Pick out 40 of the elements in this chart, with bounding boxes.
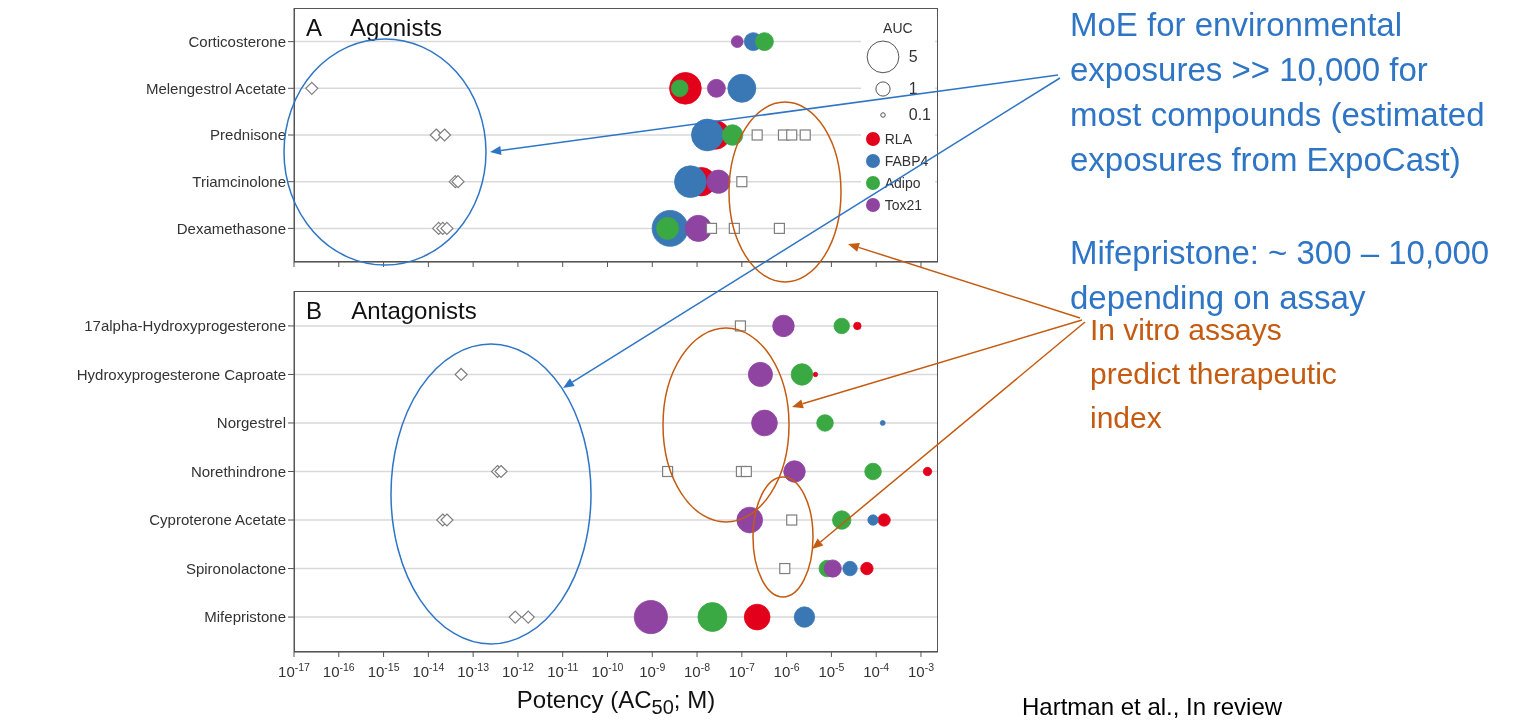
legend-title: AUC — [882, 20, 914, 36]
legend-label: RLA — [884, 130, 912, 147]
text: MoE for environmental exposures >> 10,000 for most compounds (estimated exposures from ExpoCast) — [1070, 5, 1486, 180]
text: Mifepristone: ~ 300 – 10,000 depending on assay — [1070, 233, 1490, 319]
y-tick-label: 17alpha-Hydroxyprogesterone — [84, 317, 286, 335]
y-tick-label: Prednisone — [210, 126, 286, 144]
y-tick-label: Norethindrone — [190, 462, 286, 480]
x-tick-label: 10$^{-6}$ — [773, 661, 800, 680]
legend-label: 1 — [908, 79, 918, 98]
x-tick-label: 10$^{-15}$ — [367, 661, 400, 680]
y-tick-label: Dexamethasone — [176, 219, 286, 237]
x-tick-label: 10$^{-11}$ — [547, 661, 579, 680]
x-tick-label: 10$^{-8}$ — [684, 661, 711, 680]
text: Hartman et al., In review — [1022, 692, 1284, 722]
legend-label: 5 — [908, 47, 918, 66]
y-tick-label: Triamcinolone — [192, 173, 286, 191]
legend-label: 0.1 — [908, 105, 931, 124]
x-tick-label: 10$^{-3}$ — [907, 661, 935, 680]
x-axis-title: Potency (AC$_{50}$; M) — [515, 686, 717, 719]
x-tick-label: 10$^{-10}$ — [591, 661, 624, 680]
y-tick-label: Corticosterone — [188, 32, 286, 50]
legend-label: Tox21 — [884, 196, 923, 213]
chart-title: B Antagonists — [306, 297, 477, 325]
y-tick-label: Spironolactone — [185, 559, 286, 577]
x-tick-label: 10$^{-14}$ — [412, 661, 445, 680]
x-tick-label: 10$^{-4}$ — [863, 661, 890, 680]
x-tick-label: 10$^{-16}$ — [322, 661, 355, 680]
x-tick-label: 10$^{-13}$ — [457, 661, 490, 680]
y-tick-label: Mifepristone — [204, 608, 286, 626]
y-tick-label: Norgestrel — [216, 414, 286, 432]
chart-title: A Agonists — [306, 14, 443, 42]
x-tick-label: 10$^{-9}$ — [639, 661, 666, 680]
y-tick-label: Hydroxyprogesterone Caproate — [76, 365, 286, 383]
y-tick-label: Melengestrol Acetate — [145, 79, 286, 97]
x-tick-label: 10$^{-7}$ — [728, 661, 756, 680]
legend-label: FABP4 — [884, 152, 929, 169]
x-tick-label: 10$^{-5}$ — [818, 661, 845, 680]
x-tick-label: 10$^{-17}$ — [278, 661, 311, 680]
x-tick-label: 10$^{-12}$ — [501, 661, 535, 680]
y-tick-label: Cyproterone Acetate — [149, 511, 286, 529]
